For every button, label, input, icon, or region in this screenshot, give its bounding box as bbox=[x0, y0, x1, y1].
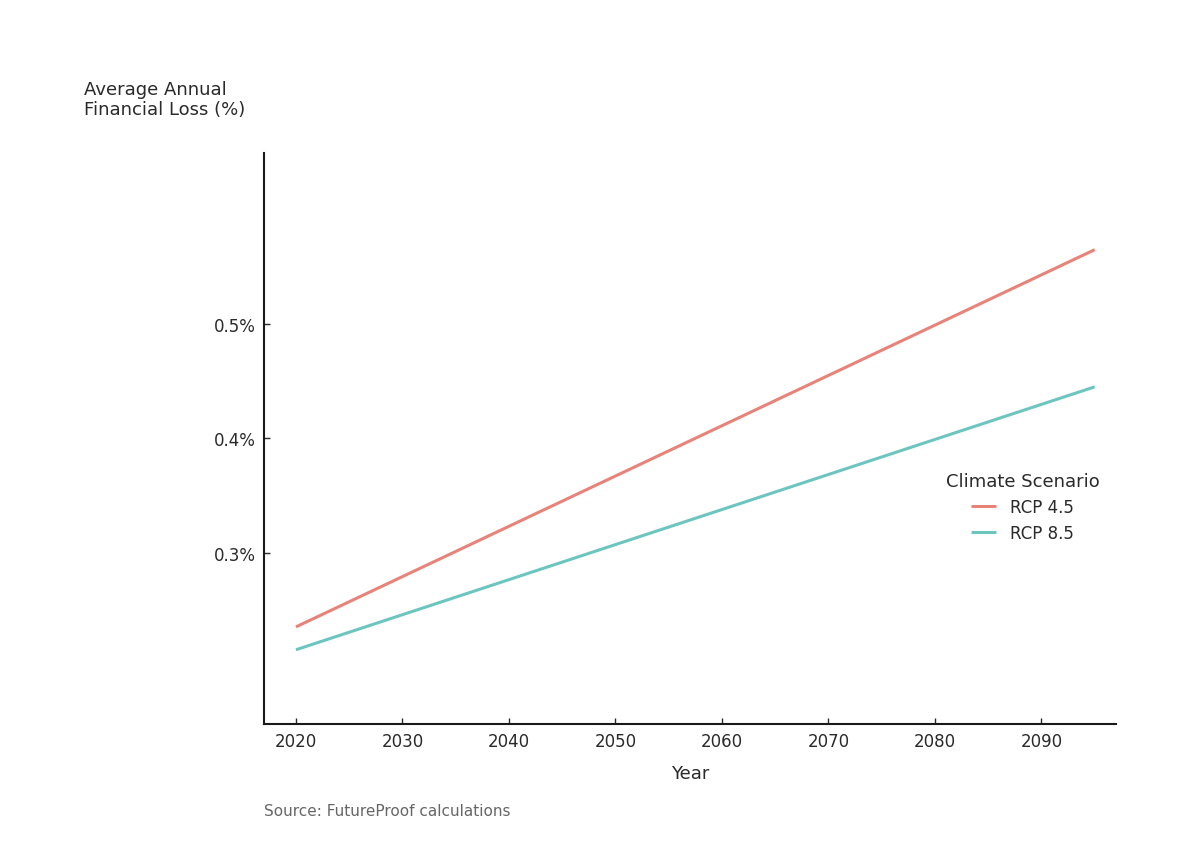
Text: Average Annual
Financial Loss (%): Average Annual Financial Loss (%) bbox=[84, 81, 245, 119]
Text: Source: FutureProof calculations: Source: FutureProof calculations bbox=[264, 803, 510, 818]
X-axis label: Year: Year bbox=[671, 764, 709, 782]
Legend: RCP 4.5, RCP 8.5: RCP 4.5, RCP 8.5 bbox=[937, 463, 1108, 551]
